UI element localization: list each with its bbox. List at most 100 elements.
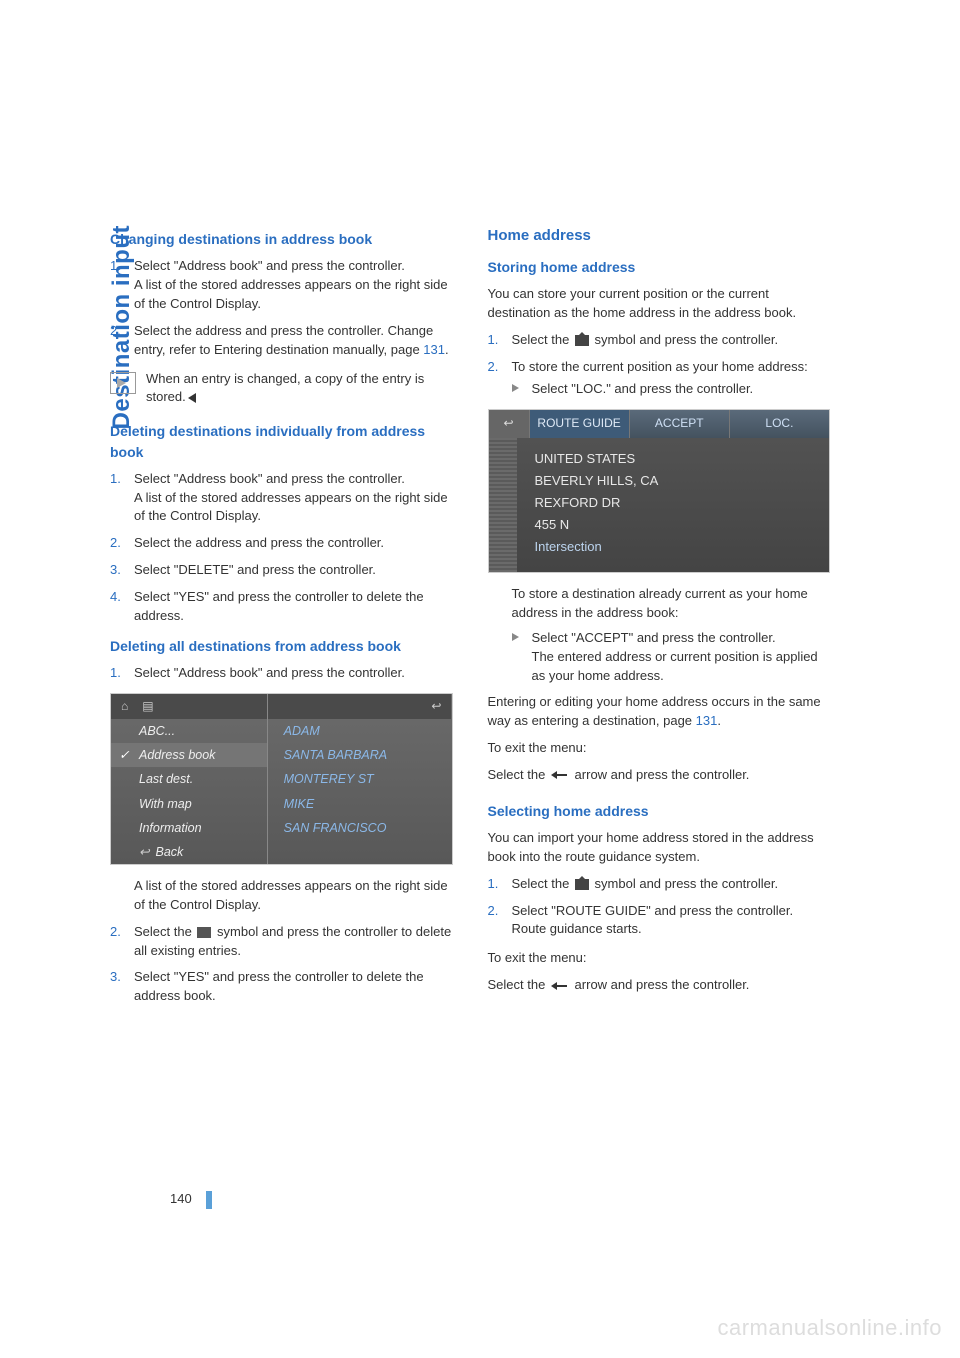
list-item: 1.Select "Address book" and press the co… [110, 664, 453, 683]
list-text: Select "YES" and press the controller to… [134, 589, 424, 623]
address-line: 455 N [535, 514, 820, 536]
list-text: Route guidance starts. [512, 921, 642, 936]
screenshot-address-book: ⌂ ▤ ABC... ✓Address book Last dest. With… [110, 693, 453, 865]
list-number: 2. [488, 902, 499, 921]
list-item: 2. To store the current position as your… [488, 358, 831, 400]
home-icon [575, 335, 589, 346]
list-number: 2. [488, 358, 499, 377]
tab: ROUTE GUIDE [529, 410, 629, 437]
bullet-icon [512, 633, 519, 641]
list-changing: 1. Select "Address book" and press the c… [110, 257, 453, 359]
list-number: 2. [110, 322, 121, 341]
paragraph: To exit the menu: [488, 739, 831, 758]
menu-row: ABC... [111, 719, 267, 743]
list-text: symbol and press the controller. [591, 332, 778, 347]
paragraph: You can store your current position or t… [488, 285, 831, 323]
list-item: 3.Select "YES" and press the controller … [110, 968, 453, 1006]
list-item: 4. Select "YES" and press the controller … [110, 588, 453, 626]
heading-storing: Storing home address [488, 257, 831, 277]
sub-item: Select "LOC." and press the controller. [512, 380, 831, 399]
list-number: 2. [110, 923, 121, 942]
paragraph: You can import your home address stored … [488, 829, 831, 867]
page-number: 140 [170, 1190, 212, 1209]
note-box: When an entry is changed, a copy of the … [110, 370, 453, 408]
address-row: SAN FRANCISCO [268, 816, 452, 840]
sub-item: Select "ACCEPT" and press the controller… [512, 629, 831, 686]
text: Select the [488, 977, 549, 992]
delete-all-icon [197, 927, 211, 938]
back-arrow-icon [551, 981, 569, 991]
list-item: 2. Select the address and press the cont… [110, 322, 453, 360]
home-icon [575, 879, 589, 890]
text: . [717, 713, 721, 728]
screenshot-left-pane: ⌂ ▤ ABC... ✓Address book Last dest. With… [111, 694, 268, 864]
screenshot-tabbar: ↩ ROUTE GUIDE ACCEPT LOC. [489, 410, 830, 437]
paragraph: To store a destination already current a… [488, 585, 831, 623]
back-arrow-icon [551, 770, 569, 780]
list-text: Select "Address book" and press the cont… [134, 471, 405, 486]
page-content: Changing destinations in address book 1.… [110, 225, 830, 1016]
page-bar [206, 1191, 212, 1209]
home-icon: ⌂ [121, 698, 128, 715]
menu-row: Information [111, 816, 267, 840]
right-column: Home address Storing home address You ca… [488, 225, 831, 1016]
paragraph: To exit the menu: [488, 949, 831, 968]
list-item: 1. Select the symbol and press the contr… [488, 875, 831, 894]
screenshot-body: UNITED STATES BEVERLY HILLS, CA REXFORD … [489, 438, 830, 572]
screenshot-header: ↩ [268, 694, 452, 719]
list-item: 1. Select "Address book" and press the c… [110, 257, 453, 314]
list-number: 3. [110, 968, 121, 987]
list-selecting: 1. Select the symbol and press the contr… [488, 875, 831, 940]
text: arrow and press the controller. [571, 767, 749, 782]
note-icon [110, 372, 136, 394]
paragraph: Select the arrow and press the controlle… [488, 766, 831, 785]
tab: LOC. [729, 410, 829, 437]
list-delete-one: 1. Select "Address book" and press the c… [110, 470, 453, 626]
list-text: Select "DELETE" and press the controller… [134, 562, 376, 577]
address-row: MIKE [268, 792, 452, 816]
side-stripe [489, 438, 517, 572]
list-storing: 1. Select the symbol and press the contr… [488, 331, 831, 400]
watermark: carmanualsonline.info [717, 1312, 942, 1344]
end-marker-icon [188, 393, 196, 403]
address-row: MONTEREY ST [268, 767, 452, 791]
list-item: 3.Select "DELETE" and press the controll… [110, 561, 453, 580]
address-line: UNITED STATES [535, 448, 820, 470]
address-row: SANTA BARBARA [268, 743, 452, 767]
sub-text: The entered address or current position … [532, 649, 818, 683]
tab: ACCEPT [629, 410, 729, 437]
heading-delete-all: Deleting all destinations from address b… [110, 636, 453, 656]
list-text: A list of the stored addresses appears o… [134, 878, 448, 912]
screenshot-header: ⌂ ▤ [111, 694, 267, 719]
list-text: symbol and press the controller. [591, 876, 778, 891]
page-number-text: 140 [170, 1191, 192, 1206]
paragraph: Select the arrow and press the controlle… [488, 976, 831, 995]
screenshot-right-pane: ↩ ADAM SANTA BARBARA MONTEREY ST MIKE SA… [268, 694, 452, 864]
address-line: REXFORD DR [535, 492, 820, 514]
page-link[interactable]: 131 [423, 342, 445, 357]
list-item: 2.Select the address and press the contr… [110, 534, 453, 553]
sub-text: Select "LOC." and press the controller. [532, 381, 754, 396]
heading-delete-one: Deleting destinations individually from … [110, 421, 453, 462]
address-line: Intersection [535, 536, 820, 558]
heading-selecting: Selecting home address [488, 801, 831, 821]
list-text: Select "Address book" and press the cont… [134, 665, 405, 680]
heading-home: Home address [488, 225, 831, 247]
list-item: 2. Select the symbol and press the contr… [110, 923, 453, 961]
list-text: Select "Address book" and press the cont… [134, 258, 405, 273]
address-row: ADAM [268, 719, 452, 743]
list-text: . [445, 342, 449, 357]
menu-row: With map [111, 792, 267, 816]
text: arrow and press the controller. [571, 977, 749, 992]
sub-wrapper: Select "ACCEPT" and press the controller… [488, 629, 831, 686]
list-item: 1. Select the symbol and press the contr… [488, 331, 831, 350]
list-number: 4. [110, 588, 121, 607]
note-text: When an entry is changed, a copy of the … [146, 370, 453, 408]
address-line: BEVERLY HILLS, CA [535, 470, 820, 492]
left-column: Changing destinations in address book 1.… [110, 225, 453, 1016]
list-delete-all-cont: A list of the stored addresses appears o… [110, 877, 453, 1006]
screenshot-home-address: ↩ ROUTE GUIDE ACCEPT LOC. UNITED STATES … [488, 409, 831, 573]
paragraph: Entering or editing your home address oc… [488, 693, 831, 731]
list-number: 1. [110, 257, 121, 276]
page-link[interactable]: 131 [696, 713, 718, 728]
